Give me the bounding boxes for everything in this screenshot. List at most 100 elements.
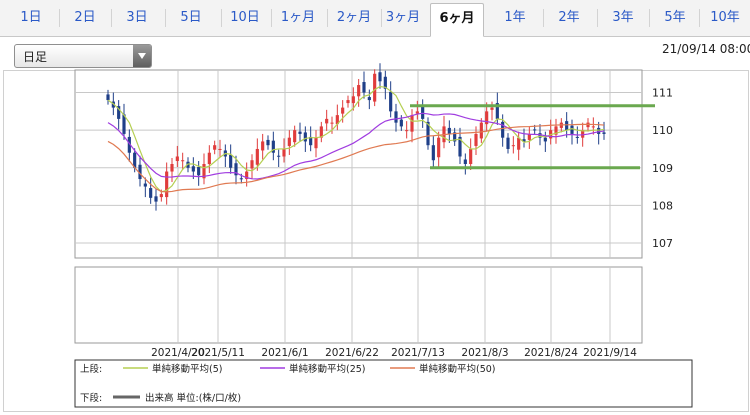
candle-body (490, 107, 494, 110)
tab-6[interactable]: 1ヶ月 (280, 10, 316, 25)
last-update-timestamp: 21/09/14 08:00 (662, 42, 750, 56)
tab-7[interactable]: 2ヶ月 (336, 10, 372, 25)
candle-body (319, 126, 323, 138)
legend-upper-label: 上段: (80, 363, 102, 375)
candle-body (431, 145, 435, 161)
candle-body (426, 121, 430, 146)
candle-body (575, 136, 579, 138)
candle-body (458, 136, 462, 157)
candle-body (181, 160, 185, 162)
candle-body (591, 126, 595, 128)
volume-plot-area (74, 266, 643, 344)
candle-body (277, 155, 281, 157)
candle-body (570, 125, 574, 134)
x-tick-label: 2021/8/24 (524, 347, 578, 359)
candle-body (501, 121, 505, 138)
period-tabs: 1日 2日 3日 5日 10日 1ヶ月 2ヶ月 3ヶ月 6ヶ月 1年 2年 3年 5年 10年 (0, 0, 750, 37)
candle-body (298, 131, 302, 134)
tab-3[interactable]: 3日 (126, 10, 148, 25)
candle-body (143, 183, 147, 187)
tab-2[interactable]: 2日 (74, 10, 96, 25)
tab-8[interactable]: 3ヶ月 (385, 10, 421, 25)
candle-body (437, 137, 441, 158)
candle-body (485, 111, 489, 125)
candle-body (362, 82, 366, 93)
candle-body (170, 164, 174, 172)
candle-body (287, 137, 291, 146)
chart-interval-select[interactable]: 日足 (14, 44, 152, 68)
candle-body (330, 122, 334, 124)
candle-body (133, 152, 137, 168)
candle-body (175, 156, 179, 161)
legend-lower-label: 下段: (80, 392, 102, 404)
tab-11[interactable]: 2年 (558, 10, 580, 25)
candle-body (565, 121, 569, 131)
tab-separator (111, 9, 112, 27)
candle-body (154, 196, 158, 202)
tab-10[interactable]: 1年 (504, 10, 526, 25)
candle-body (234, 163, 238, 176)
tab-5[interactable]: 10日 (230, 10, 260, 25)
candle-body (127, 136, 131, 153)
tab-9[interactable]: 6ヶ月 (430, 3, 484, 37)
candle-body (261, 141, 265, 151)
candle-body (522, 139, 526, 142)
x-tick-label: 2021/9/14 (583, 347, 637, 359)
candle-body (394, 111, 398, 123)
x-tick-label: 2021/6/22 (325, 347, 379, 359)
ma5-line (107, 85, 605, 193)
candle-body (447, 127, 451, 134)
candle-body (245, 171, 249, 180)
chevron-down-icon[interactable] (133, 45, 151, 67)
candle-body (282, 148, 286, 157)
candle-body (122, 114, 126, 134)
tab-1[interactable]: 1日 (20, 10, 42, 25)
tab-4[interactable]: 5日 (180, 10, 202, 25)
tab-separator (271, 9, 272, 27)
candle-body (597, 127, 601, 134)
candle-body (453, 132, 457, 142)
tab-separator (59, 9, 60, 27)
candle-body (346, 100, 350, 104)
candle-body (586, 122, 590, 128)
tab-12[interactable]: 3年 (612, 10, 634, 25)
legend-box (74, 359, 693, 408)
candle-body (255, 148, 259, 165)
x-tick-label: 2021/8/3 (461, 347, 508, 359)
candle-body (474, 133, 478, 146)
candle-body (149, 188, 153, 198)
x-tick-label: 2021/6/1 (261, 347, 308, 359)
candle-body (533, 129, 537, 131)
y-tick-label: 110 (652, 124, 673, 137)
candle-body (357, 85, 361, 97)
tab-14[interactable]: 10年 (710, 10, 740, 25)
legend-item-label: 単純移動平均(25) (289, 363, 366, 375)
candle-body (138, 164, 142, 180)
candle-body (602, 132, 606, 134)
candle-body (325, 118, 329, 124)
tab-separator (649, 9, 650, 27)
candle-body (197, 167, 201, 176)
tab-separator (165, 9, 166, 27)
candle-body (207, 152, 211, 164)
tab-13[interactable]: 5年 (664, 10, 686, 25)
candle-body (314, 137, 318, 149)
candle-body (415, 111, 419, 114)
ma25-line (107, 112, 605, 180)
candle-body (218, 148, 222, 150)
candle-body (479, 122, 483, 139)
candle-body (405, 130, 409, 132)
candle-body (266, 139, 270, 146)
y-tick-label: 108 (652, 199, 673, 212)
candle-body (213, 145, 217, 150)
y-tick-label: 111 (652, 87, 673, 100)
candle-body (469, 148, 473, 164)
candle-body (373, 73, 377, 102)
candle-body (410, 115, 414, 132)
tab-separator (699, 9, 700, 27)
candle-body (191, 166, 195, 172)
candle-body (389, 91, 393, 112)
candle-body (506, 137, 510, 149)
candle-body (341, 107, 345, 114)
